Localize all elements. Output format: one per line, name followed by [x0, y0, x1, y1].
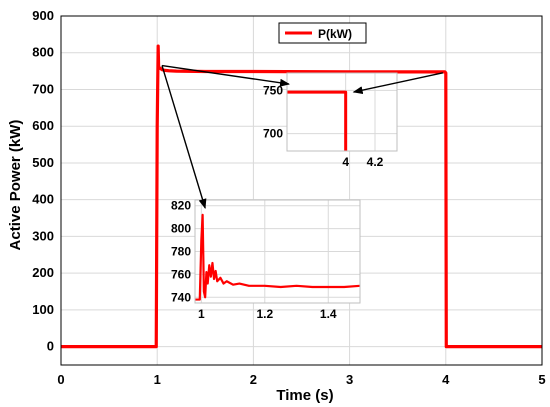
zoom-arrows [161, 64, 444, 209]
x-axis-label: Time (s) [276, 387, 333, 404]
main-y-tick-label: 700 [32, 81, 54, 96]
arrow-to-inset-4s [352, 72, 444, 95]
legend-label: P(kW) [318, 27, 352, 41]
inset-bottom-series-line-0 [195, 213, 360, 301]
inset-top-y-tick-label: 700 [263, 127, 283, 141]
main-y-tick-label: 600 [32, 118, 54, 133]
main-y-tick-label: 500 [32, 155, 54, 170]
main-plot: 0 1 2 3 4 5 0 100 200 300 400 500 600 700 800 900 [32, 8, 545, 387]
inset-bottom-y-tick-label: 800 [171, 222, 191, 236]
main-frame [60, 15, 543, 366]
main-y-tick-label: 900 [32, 8, 54, 23]
main-y-tick-label: 300 [32, 228, 54, 243]
inset-bottom-y-tick-label: 780 [171, 245, 191, 259]
main-y-tick-label: 0 [47, 339, 54, 354]
y-axis-label: Active Power (kW) [7, 120, 24, 251]
inset-top-x-tick-label: 4.2 [367, 155, 384, 169]
inset-bottom-x-tick-label: 1.2 [256, 307, 273, 321]
inset-top-background [287, 73, 397, 151]
main-series-line-0 [61, 44, 542, 349]
inset-top-y-tick-label: 750 [263, 83, 283, 97]
inset-bottom-x-tick-label: 1.4 [320, 307, 337, 321]
inset-top-series-line-0 [287, 90, 348, 151]
main-x-tick-label: 0 [57, 372, 64, 387]
main-x-tick-label: 1 [154, 372, 161, 387]
legend-box [278, 22, 367, 44]
inset-zoom-1s: 1 1.2 1.4 740 760 780 800 820 [171, 199, 361, 321]
inset-bottom-y-tick-label: 820 [171, 199, 191, 213]
main-y-tick-label: 400 [32, 192, 54, 207]
inset-top-frame [286, 72, 398, 152]
main-x-tick-label: 4 [442, 372, 450, 387]
inset-bottom-x-tick-label: 1 [198, 307, 205, 321]
inset-bottom-frame [194, 199, 361, 304]
arrow-to-inset-1s [161, 65, 207, 209]
main-background [61, 16, 542, 365]
main-x-tick-label: 5 [538, 372, 545, 387]
main-y-tick-label: 200 [32, 265, 54, 280]
inset-bottom-y-tick-label: 760 [171, 267, 191, 281]
inset-bottom-y-tick-label: 740 [171, 290, 191, 304]
inset-top-x-tick-label: 4 [342, 155, 349, 169]
arrow-peak-upper [161, 64, 290, 87]
legend: P(kW) [278, 22, 367, 44]
main-y-tick-label: 800 [32, 45, 54, 60]
main-x-tick-label: 3 [346, 372, 353, 387]
main-y-tick-label: 100 [32, 302, 54, 317]
main-x-tick-label: 2 [250, 372, 257, 387]
